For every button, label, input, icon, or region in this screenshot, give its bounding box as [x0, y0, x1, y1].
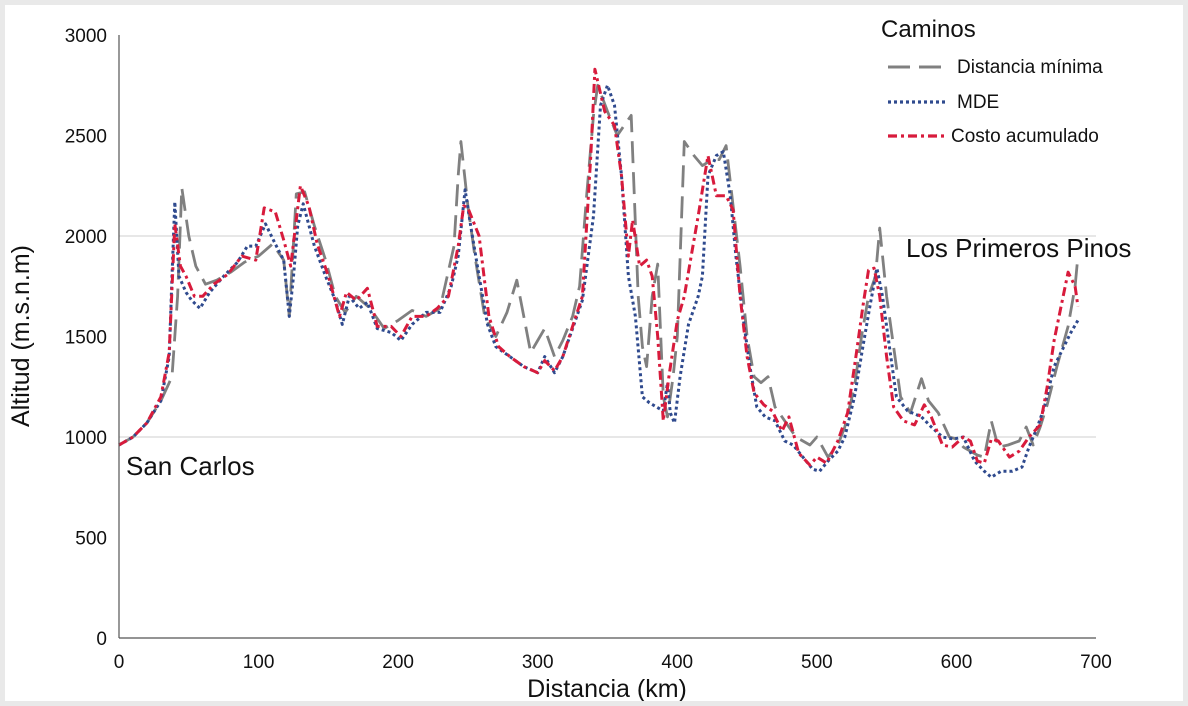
y-axis-title: Altitud (m.s.n.m) [7, 245, 35, 427]
y-tick-label: 2000 [65, 227, 107, 248]
annotation-san-carlos: San Carlos [126, 451, 255, 481]
axes [118, 35, 1096, 639]
series-line-mde [118, 83, 1080, 479]
y-tick-label: 500 [75, 529, 107, 550]
y-tick-label: 1500 [65, 328, 107, 349]
y-tick-label: 0 [96, 629, 107, 650]
y-tick-label: 3000 [65, 26, 107, 47]
tick-labels: 0 500 1000 1500 2000 2500 3000 0 100 200 300 400 500… [65, 26, 1112, 673]
x-tick-label: 0 [114, 652, 125, 673]
legend-title: Caminos [881, 16, 976, 43]
x-tick-label: 100 [243, 652, 275, 673]
legend-label: MDE [957, 92, 999, 113]
x-tick-label: 400 [661, 652, 693, 673]
x-tick-label: 300 [522, 652, 554, 673]
series-line-costo-acumulado [118, 67, 1080, 467]
y-tick-label: 2500 [65, 127, 107, 148]
x-tick-label: 200 [382, 652, 414, 673]
series-lines [118, 67, 1080, 479]
chart-canvas: 0 500 1000 1500 2000 2500 3000 0 100 200 300 400 500… [7, 16, 1131, 701]
legend-label: Costo acumulado [951, 126, 1099, 147]
x-axis-title: Distancia (km) [527, 675, 687, 701]
chart-frame: 0 500 1000 1500 2000 2500 3000 0 100 200 300 400 500… [5, 5, 1183, 701]
x-tick-label: 600 [941, 652, 973, 673]
x-tick-label: 700 [1080, 652, 1112, 673]
annotation-los-primeros-pinos: Los Primeros Pinos [906, 233, 1131, 263]
legend: Caminos Distancia mínima MDE Costo acumula… [881, 16, 1103, 147]
legend-label: Distancia mínima [957, 57, 1103, 78]
y-tick-label: 1000 [65, 428, 107, 449]
gridlines [119, 235, 1096, 438]
x-tick-label: 500 [801, 652, 833, 673]
